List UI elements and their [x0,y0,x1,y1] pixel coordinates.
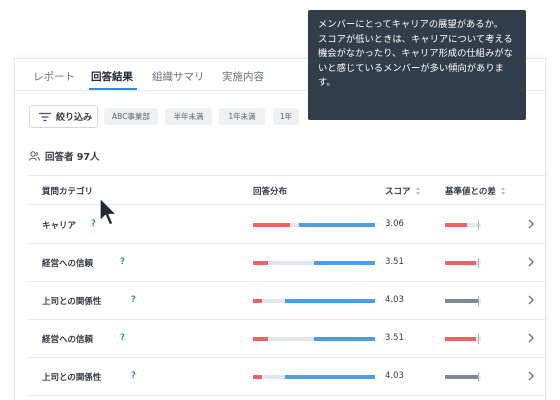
filter-chip-division[interactable]: ABC事業部 [104,108,158,125]
distribution-high-segment [299,223,375,227]
header-diff[interactable]: 基準値との差 [445,185,506,197]
header-diff-label: 基準値との差 [445,187,496,197]
distribution-bar [253,299,375,303]
distribution-mid-segment [267,337,314,341]
row-category: キャリア [42,221,77,231]
filter-chip-one-year[interactable]: 1年 [273,108,299,125]
distribution-high-segment [313,261,375,265]
filter-button[interactable]: 絞り込み [29,105,98,128]
diff-bar-fill [445,337,476,341]
row-score: 3.06 [385,219,404,229]
diff-bar [445,258,481,268]
distribution-bar [253,375,375,379]
row-score: 4.03 [385,295,404,305]
sort-icon [415,187,421,195]
category-tooltip: メンバーにとってキャリアの展望があるか。 スコアが低いときは、キャリアについて考… [308,10,526,120]
distribution-mid-segment [261,299,285,303]
help-icon[interactable]: ? [120,257,125,267]
filter-icon [39,112,51,121]
row-score: 3.51 [385,333,404,343]
help-icon[interactable]: ? [120,333,125,343]
help-icon[interactable]: ? [131,371,136,381]
filter-chip-under-one-year[interactable]: 1年未満 [219,108,265,125]
chevron-right-icon[interactable] [527,333,535,343]
tooltip-text: メンバーにとってキャリアの展望があるか。 スコアが低いときは、キャリアについて考… [318,19,513,88]
distribution-bar [253,337,375,341]
tab-bar: レポート 回答結果 組織サマリ 実施内容 [15,59,545,91]
tab-details[interactable]: 実施内容 [222,71,264,83]
respondent-count: 回答者 97人 [29,149,100,163]
distribution-high-segment [313,337,375,341]
distribution-high-segment [284,375,375,379]
distribution-bar [253,223,375,227]
distribution-low-segment [253,261,268,265]
table-row[interactable]: 上司との関係性? 4.03 [29,282,545,320]
row-score: 3.51 [385,257,404,267]
header-score-label: スコア [385,187,411,197]
diff-bar-fill [445,261,476,265]
diff-bar [445,296,481,306]
distribution-low-segment [253,299,262,303]
help-icon[interactable]: ? [91,219,96,229]
filter-chip-under-half-year[interactable]: 半年未満 [165,108,212,125]
distribution-mid-segment [289,223,300,227]
header-distribution: 回答分布 [253,187,288,197]
active-tab-indicator [89,88,137,90]
table-row[interactable]: 経営への信頼? 3.51 [29,320,545,358]
distribution-high-segment [284,299,375,303]
baseline-marker [478,334,479,344]
diff-bar-fill [445,375,480,379]
diff-bar [445,372,481,382]
chevron-right-icon[interactable] [527,295,535,305]
diff-bar-fill [445,299,480,303]
row-category: 上司との関係性 [42,373,102,383]
distribution-mid-segment [267,261,314,265]
distribution-low-segment [253,223,290,227]
baseline-marker [478,258,479,268]
help-icon[interactable]: ? [131,295,136,305]
row-score: 4.03 [385,371,404,381]
table-header: 質問カテゴリ 回答分布 スコア 基準値との差 [29,175,545,205]
baseline-marker [478,372,479,382]
respondent-count-label: 回答者 97人 [45,152,100,163]
row-category: 上司との関係性 [42,297,102,307]
sort-icon [500,187,506,195]
header-score[interactable]: スコア [385,185,421,197]
row-category: 経営への信頼 [42,259,94,269]
diff-bar [445,220,481,230]
chevron-right-icon[interactable] [527,371,535,381]
table-row[interactable]: キャリア? 3.06 [29,206,545,244]
tabs-divider [15,90,545,91]
people-icon [29,151,40,161]
tab-results[interactable]: 回答結果 [91,71,133,83]
tab-org-summary[interactable]: 組織サマリ [152,71,205,83]
chevron-right-icon[interactable] [527,219,535,229]
baseline-marker [478,296,479,306]
diff-bar [445,334,481,344]
chevron-right-icon[interactable] [527,257,535,267]
filter-button-label: 絞り込み [56,113,93,123]
distribution-mid-segment [261,375,285,379]
table-row[interactable]: 経営への信頼? 3.51 [29,244,545,282]
tab-report[interactable]: レポート [33,71,75,83]
table-row[interactable]: 上司との関係性? 4.03 [29,358,545,396]
distribution-bar [253,261,375,265]
distribution-low-segment [253,337,268,341]
distribution-low-segment [253,375,262,379]
baseline-marker [478,220,479,230]
mouse-cursor-icon [99,197,118,226]
row-category: 経営への信頼 [42,335,94,345]
diff-bar-fill [445,223,468,227]
header-category: 質問カテゴリ [42,187,94,197]
